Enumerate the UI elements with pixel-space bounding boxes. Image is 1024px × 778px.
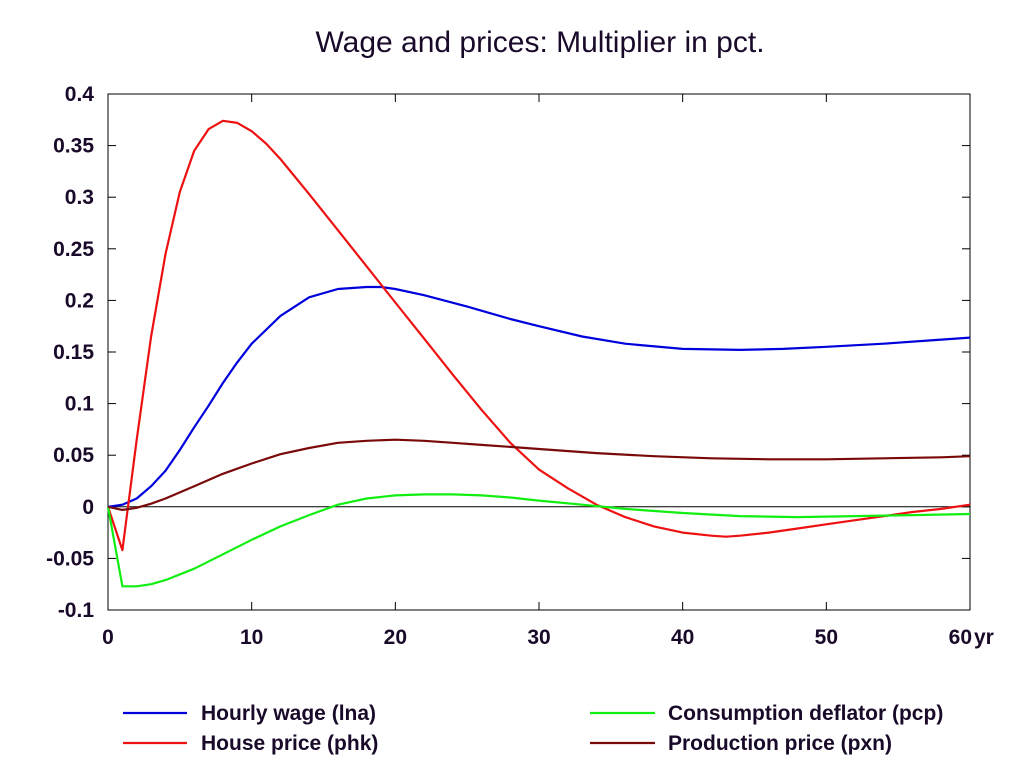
series-line-production-price-pxn bbox=[107, 438, 971, 511]
y-tick-label: 0.05 bbox=[53, 444, 94, 467]
legend-label: Production price (pxn) bbox=[668, 732, 892, 755]
x-tick-label: 10 bbox=[240, 626, 263, 649]
y-tick-label: 0.35 bbox=[53, 135, 94, 158]
x-tick-label: 30 bbox=[527, 626, 550, 649]
series-lines bbox=[106, 119, 971, 588]
x-axis-unit-label: yr bbox=[974, 626, 994, 649]
x-tick-label: 20 bbox=[384, 626, 407, 649]
y-tick-label: 0.25 bbox=[53, 238, 94, 261]
y-axis-ticks: 0.4 0.35 0.3 0.25 0.2 0.15 0.1 0.05 0 -0.05 -0.1 bbox=[46, 83, 970, 622]
plot-frame bbox=[107, 93, 971, 611]
x-tick-label: 0 bbox=[102, 626, 114, 649]
y-tick-label: 0.3 bbox=[65, 186, 94, 209]
y-tick-label: 0 bbox=[82, 496, 94, 519]
y-tick-label: 0.15 bbox=[53, 341, 94, 364]
y-tick-label: -0.1 bbox=[58, 599, 95, 622]
x-tick-label: 50 bbox=[815, 626, 838, 649]
legend-label: Consumption deflator (pcp) bbox=[668, 702, 943, 725]
series-line-house-price-phk bbox=[106, 119, 971, 552]
y-tick-label: 0.1 bbox=[65, 393, 95, 416]
y-tick-label: 0.2 bbox=[65, 289, 94, 312]
series-line-hourly-wage-lna bbox=[107, 285, 971, 508]
chart-title: Wage and prices: Multiplier in pct. bbox=[315, 26, 764, 59]
x-axis-ticks: 0 10 20 30 40 50 60 bbox=[102, 94, 972, 649]
y-tick-label: -0.05 bbox=[46, 547, 94, 570]
legend-label: House price (phk) bbox=[201, 732, 378, 755]
x-tick-label: 60 bbox=[949, 626, 972, 649]
x-tick-label: 40 bbox=[671, 626, 694, 649]
legend-label: Hourly wage (lna) bbox=[201, 702, 376, 725]
series-line-consumption-deflator-pcp bbox=[106, 493, 971, 588]
legend: Hourly wage (lna) House price (phk) Consum… bbox=[123, 702, 943, 755]
y-tick-label: 0.4 bbox=[65, 83, 95, 106]
